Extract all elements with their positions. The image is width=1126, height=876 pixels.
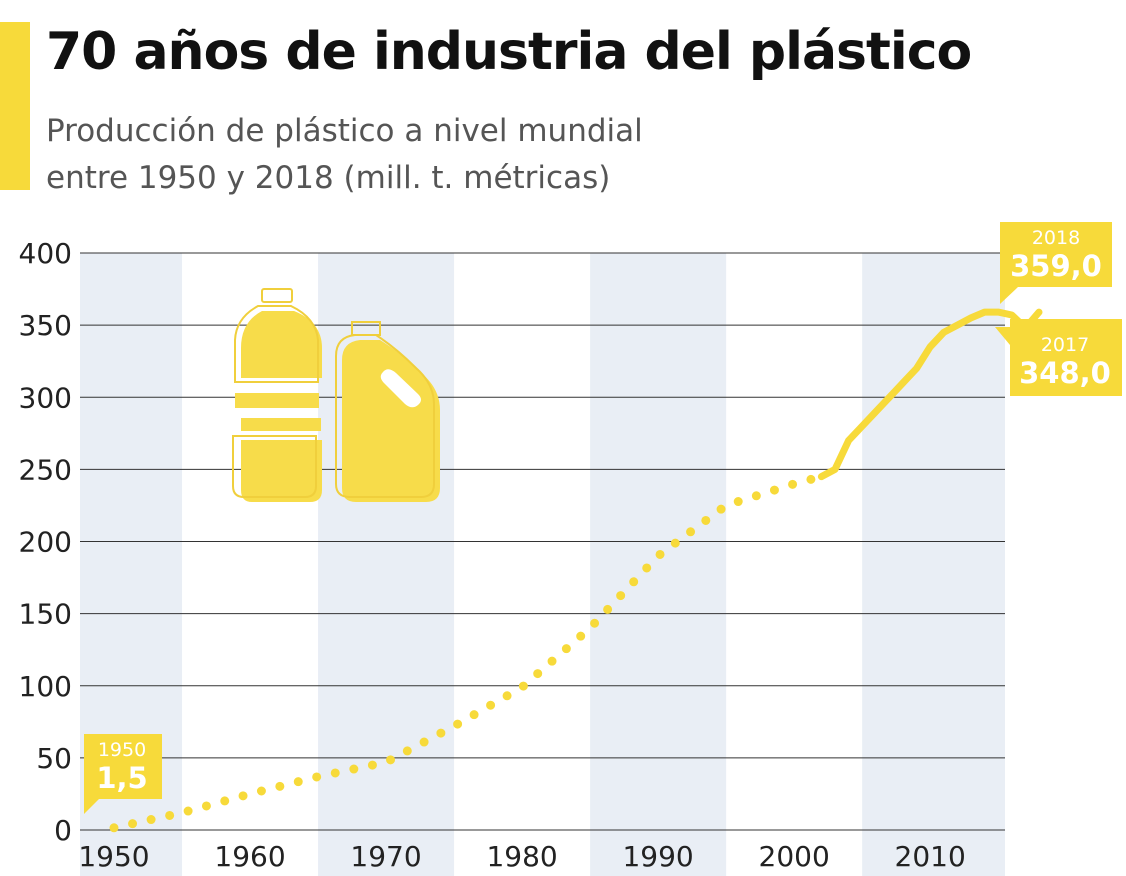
callout-2018-box — [1000, 222, 1112, 304]
callout-2018-value: 359,0 — [1010, 249, 1102, 283]
subtitle-line-1: Producción de plástico a nivel mundial — [46, 113, 643, 149]
y-tick-label: 350 — [19, 309, 72, 342]
callout-2018-year: 2018 — [1032, 227, 1080, 249]
callout-1950-box — [84, 734, 162, 814]
callout-1950-value: 1,5 — [96, 761, 147, 795]
band-2010 — [862, 253, 1005, 876]
y-tick-label: 400 — [19, 237, 72, 270]
x-tick-label: 1990 — [622, 840, 693, 873]
y-tick-label: 150 — [19, 598, 72, 631]
x-tick-label: 2000 — [759, 840, 830, 873]
y-tick-label: 300 — [19, 381, 72, 414]
subtitle-line-2: entre 1950 y 2018 (mill. t. métricas) — [46, 160, 611, 196]
series-dotted-line — [109, 472, 826, 833]
bottle-icon — [232, 288, 322, 502]
callout-1950-year: 1950 — [98, 739, 146, 761]
y-tick-label: 0 — [54, 814, 72, 847]
jerrycan-icon — [335, 321, 440, 502]
y-tick-label: 50 — [36, 742, 72, 775]
x-axis: 1950 1960 1970 1980 1990 2000 2010 — [78, 840, 965, 873]
x-tick-label: 1950 — [78, 840, 149, 873]
x-tick-label: 1960 — [214, 840, 285, 873]
accent-bar — [0, 22, 30, 190]
callout-1950: 1950 1,5 — [84, 734, 162, 814]
chart-subtitle: Producción de plástico a nivel mundial e… — [46, 108, 786, 202]
x-tick-label: 1970 — [350, 840, 421, 873]
x-tick-label: 2010 — [895, 840, 966, 873]
chart-title: 70 años de industria del plástico — [46, 22, 972, 82]
callout-2017-box — [995, 319, 1122, 396]
callout-2018: 2018 359,0 — [1000, 222, 1112, 304]
y-tick-label: 250 — [19, 453, 72, 486]
x-tick-label: 1980 — [486, 840, 557, 873]
column-bands — [80, 253, 1005, 876]
callout-2017: 2017 348,0 — [995, 319, 1122, 396]
y-tick-label: 200 — [19, 526, 72, 559]
callout-2017-year: 2017 — [1041, 334, 1089, 356]
line-series — [109, 308, 1043, 833]
series-solid-line — [817, 308, 1043, 481]
callout-2017-value: 348,0 — [1019, 356, 1111, 390]
y-tick-label: 100 — [19, 670, 72, 703]
band-1990 — [590, 253, 727, 876]
y-axis: 0 50 100 150 200 250 300 350 400 — [19, 237, 72, 847]
gridlines — [80, 252, 1005, 831]
illustration — [232, 288, 440, 502]
callouts: 1950 1,5 2018 359,0 2017 348,0 — [84, 222, 1122, 814]
